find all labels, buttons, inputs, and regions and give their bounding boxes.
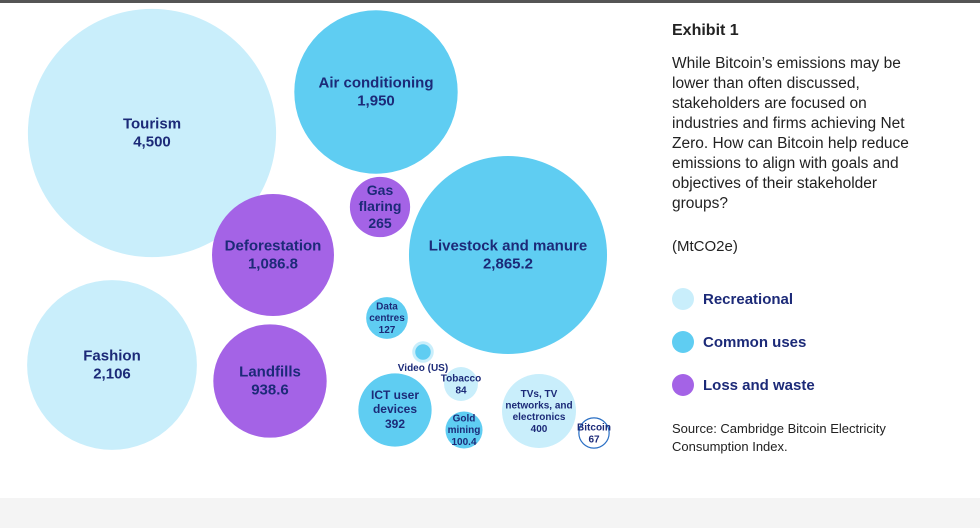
value-label: 67: [588, 434, 600, 445]
label-line: Gas: [367, 182, 394, 198]
label-line: Livestock and manure: [429, 237, 587, 254]
label-line: ICT user: [371, 388, 419, 402]
bubble: [445, 411, 483, 449]
legend-swatch: [672, 288, 694, 310]
value-label: 392: [385, 417, 405, 431]
side-panel: Exhibit 1 While Bitcoin’s emissions may …: [672, 22, 972, 454]
source-note: Source: Cambridge Bitcoin Electricity Co…: [672, 421, 886, 454]
value-label: 4,500: [133, 134, 171, 151]
bubble-label: Tobacco: [441, 373, 481, 384]
bubble: [502, 374, 576, 448]
legend-item: Common uses: [672, 331, 806, 353]
legend-label: Loss and waste: [703, 376, 815, 394]
label-line: Tourism: [123, 115, 181, 132]
bubble-label: Livestock and manure: [429, 237, 587, 254]
label-line: Bitcoin: [577, 422, 611, 433]
bubble: [212, 194, 334, 316]
bubble: [27, 8, 277, 258]
label-line: Fashion: [83, 347, 141, 364]
bubble-label: Gas flaring: [359, 182, 402, 214]
value-label: 1,086.8: [248, 256, 298, 273]
bubble-label: Landfills: [239, 363, 301, 380]
bubble: [408, 155, 608, 355]
top-bar: [0, 0, 980, 3]
chart-subtitle: While Bitcoin’s emissions may be lower t…: [672, 55, 909, 212]
label-line: Landfills: [239, 363, 301, 380]
bubble-label: Video (US): [398, 363, 448, 374]
bubble: [578, 417, 610, 449]
bubble-label: ICT user devices: [371, 388, 419, 416]
label-line: networks, and: [505, 400, 572, 411]
chart-title: Exhibit 1: [672, 22, 739, 39]
bubble: [27, 280, 197, 450]
legend-label: Common uses: [703, 333, 807, 351]
value-label: 1,950: [357, 93, 395, 110]
label-line: Air conditioning: [319, 74, 434, 91]
legend-swatch: [672, 331, 694, 353]
legend-label: Recreational: [703, 290, 794, 308]
bubble-label: Tourism: [123, 115, 181, 132]
bubble: [349, 176, 411, 238]
label-line: centres: [369, 313, 405, 324]
bubble: [358, 373, 432, 447]
value-label: 100.4: [451, 437, 476, 448]
bubble-label: Data centres: [369, 301, 405, 324]
label-line: mining: [448, 425, 481, 436]
bubble: [294, 10, 458, 174]
unit-label: (MtCO2e): [672, 238, 738, 255]
bubble-label: Gold mining: [448, 413, 481, 436]
label-line: flaring: [359, 198, 402, 214]
label-line: Tobacco: [441, 373, 481, 384]
value-label: 400: [531, 424, 548, 435]
bubble-label: Deforestation: [225, 237, 322, 254]
legend-swatch: [672, 374, 694, 396]
bubble: [213, 324, 327, 438]
label-line: Deforestation: [225, 237, 322, 254]
bubble-label: TVs, TV networks, and electronics: [505, 388, 572, 422]
value-label: 2,865.2: [483, 256, 533, 273]
value-label: 2,106: [93, 366, 131, 383]
bubble-label: Air conditioning: [319, 74, 434, 91]
legend-item: Recreational: [672, 288, 793, 310]
label-line: Data: [376, 301, 398, 312]
bubble: [366, 297, 408, 339]
bubble: [412, 341, 434, 363]
label-line: devices: [373, 402, 417, 416]
bubble: [444, 367, 478, 401]
label-line: TVs, TV: [521, 388, 558, 399]
bubble-label: Bitcoin: [577, 422, 611, 433]
bottom-strip: [0, 498, 980, 528]
label-line: electronics: [513, 411, 566, 422]
bubble-label: Fashion: [83, 347, 141, 364]
value-label: 84: [455, 385, 467, 396]
legend-item: Loss and waste: [672, 374, 815, 396]
label-line: Gold: [453, 413, 476, 424]
value-label: 265: [368, 215, 392, 231]
value-label: 938.6: [251, 382, 289, 399]
value-label: 127: [379, 325, 396, 336]
